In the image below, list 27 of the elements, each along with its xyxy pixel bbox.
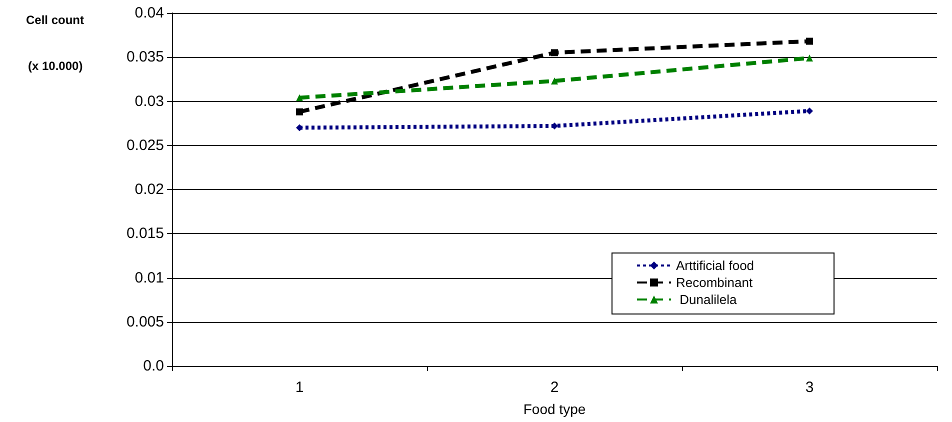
point [551,122,558,130]
point [296,108,303,116]
x-axis-title: Food type [523,401,586,417]
point [806,54,813,62]
y-tick-label: 0.0 [143,358,164,374]
y-tick-label: 0.015 [126,225,164,242]
x-tick-label: 3 [805,379,814,396]
x-tick-label: 1 [295,379,304,396]
text: (x 10.000) [28,59,83,73]
y-tick-label: 0.035 [126,48,164,66]
legend-label: Arttificial food [676,258,754,273]
legend-label: Recombinant [676,275,753,290]
x-tick-label: 2 [550,379,559,396]
point [551,49,558,56]
y-tick-label: 0.025 [126,136,164,154]
point [296,94,303,102]
y-tick-label: 0.03 [134,92,164,110]
legend-label: Dunalilela [676,292,738,307]
point [296,124,303,132]
y-tick-label: 0.02 [134,181,164,198]
y-axis-title: Cell count [26,13,84,27]
y-tick-label: 0.01 [134,269,164,286]
point [806,38,813,45]
point [551,77,558,84]
y-tick-label: 0.04 [134,4,164,22]
y-tick-label: 0.005 [126,313,164,330]
point [806,107,813,114]
